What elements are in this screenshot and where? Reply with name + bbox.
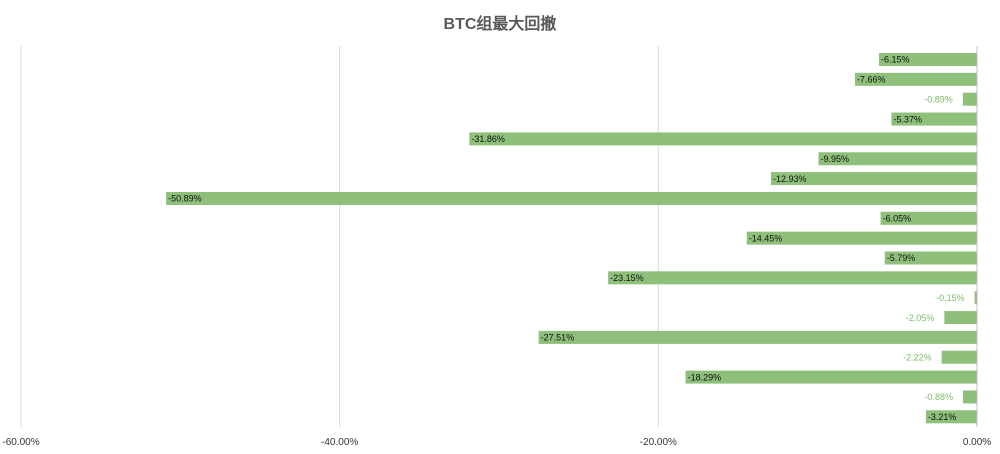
bar: [746, 231, 977, 245]
data-label: -27.51%: [541, 333, 575, 343]
bar: [538, 330, 977, 344]
data-label: -3.21%: [928, 412, 957, 422]
bar: [469, 132, 977, 146]
x-tick-label: -20.00%: [640, 437, 677, 448]
bar: [818, 152, 977, 166]
data-label: -0.89%: [924, 94, 953, 104]
data-label: -23.15%: [610, 273, 644, 283]
bar: [884, 251, 977, 265]
data-label: -5.79%: [887, 253, 916, 263]
bar: [608, 271, 977, 285]
data-label: -5.37%: [893, 114, 922, 124]
data-label: -0.15%: [936, 293, 965, 303]
bar: [944, 311, 977, 325]
bar: [974, 291, 977, 305]
bar: [962, 390, 977, 404]
bar: [166, 191, 978, 205]
data-label: -12.93%: [773, 174, 807, 184]
data-label: -2.22%: [903, 352, 932, 362]
bar: [685, 370, 977, 384]
bar: [854, 72, 977, 86]
data-label: -0.88%: [924, 392, 953, 402]
chart-title: BTC组最大回撤: [443, 16, 557, 33]
data-label: -14.45%: [749, 233, 783, 243]
data-label: -50.89%: [168, 194, 202, 204]
bar: [770, 172, 977, 186]
data-label: -6.05%: [883, 214, 912, 224]
data-label: -9.95%: [820, 154, 849, 164]
bar: [891, 112, 977, 126]
bar: [962, 92, 977, 106]
data-label: -31.86%: [471, 134, 505, 144]
bar: [880, 211, 977, 225]
data-label: -2.05%: [906, 313, 935, 323]
x-tick-label: -60.00%: [2, 437, 39, 448]
data-label: -18.29%: [688, 372, 722, 382]
data-label: -6.15%: [881, 55, 910, 65]
x-tick-label: 0.00%: [963, 437, 991, 448]
bar: [879, 53, 977, 66]
bar: [925, 410, 977, 424]
bar: [941, 350, 977, 364]
data-label: -7.66%: [857, 75, 886, 85]
x-tick-label: -40.00%: [321, 437, 358, 448]
